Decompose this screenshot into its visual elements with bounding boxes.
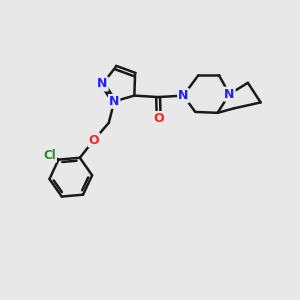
- Text: N: N: [97, 77, 108, 91]
- Text: Cl: Cl: [43, 149, 56, 162]
- Text: N: N: [224, 88, 235, 100]
- Text: N: N: [178, 89, 189, 102]
- Text: N: N: [109, 95, 119, 108]
- Text: O: O: [153, 112, 164, 125]
- Text: O: O: [89, 134, 99, 146]
